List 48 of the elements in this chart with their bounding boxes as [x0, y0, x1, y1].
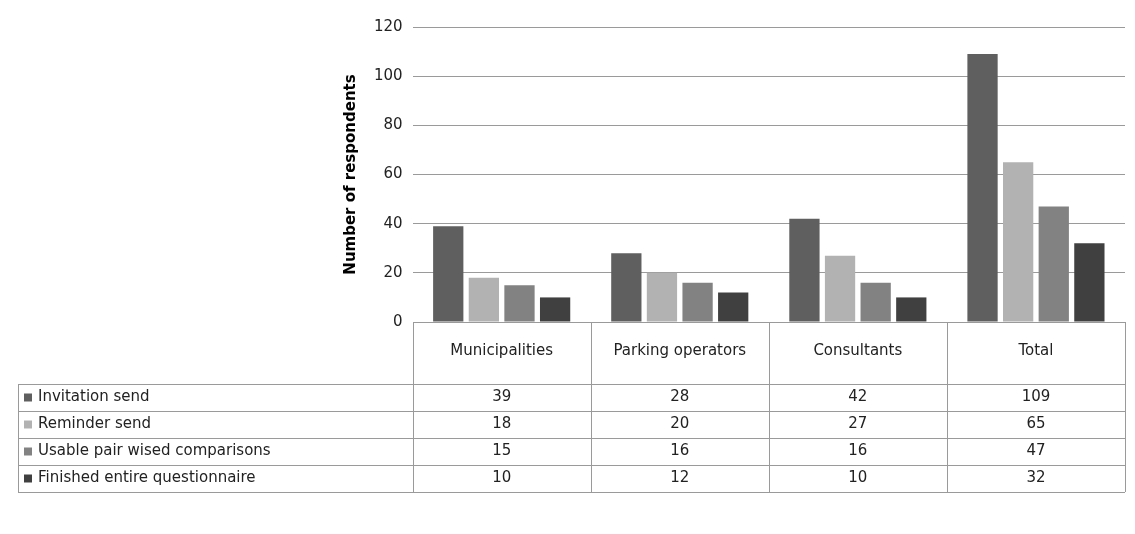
- bar: [539, 297, 571, 322]
- data-label: 15: [492, 441, 512, 460]
- x-tick-label: Municipalities: [450, 340, 554, 359]
- data-label: 16: [848, 441, 868, 460]
- bar: [504, 285, 535, 322]
- y-tick-label: 20: [383, 262, 403, 281]
- legend-label: Usable pair wised comparisons: [38, 441, 271, 460]
- y-axis-title: Number of respondents: [340, 74, 359, 275]
- bar: [682, 282, 713, 322]
- data-label: 18: [492, 414, 512, 433]
- bar: [967, 54, 998, 322]
- x-tick-label: Consultants: [813, 340, 903, 359]
- data-label: 27: [848, 414, 868, 433]
- data-label: 10: [848, 468, 868, 487]
- x-tick-label: Parking operators: [613, 340, 747, 359]
- data-label: 12: [670, 468, 690, 487]
- bar: [824, 255, 856, 322]
- bar: [1074, 243, 1105, 322]
- bar: [1003, 162, 1034, 322]
- bar: [468, 277, 500, 322]
- y-tick-label: 40: [383, 213, 403, 232]
- legend-label: Invitation send: [38, 387, 150, 406]
- bar: [1038, 206, 1069, 322]
- bar: [646, 272, 678, 322]
- data-label: 28: [670, 387, 690, 406]
- data-label: 65: [1026, 414, 1046, 433]
- y-tick-label: 80: [383, 115, 403, 134]
- data-label: 20: [670, 414, 690, 433]
- bar: [718, 292, 749, 322]
- legend-label: Finished entire questionnaire: [38, 468, 256, 487]
- data-label: 39: [492, 387, 512, 406]
- data-label: 32: [1026, 468, 1046, 487]
- bar: [611, 253, 642, 322]
- y-tick-label: 120: [373, 16, 403, 35]
- bar: [789, 218, 820, 322]
- data-label: 16: [670, 441, 690, 460]
- y-tick-label: 0: [393, 311, 403, 330]
- data-label: 10: [492, 468, 512, 487]
- bar: [860, 282, 891, 322]
- y-tick-label: 100: [373, 66, 403, 85]
- x-tick-label: Total: [1017, 340, 1054, 359]
- bar: [896, 297, 927, 322]
- y-tick-label: 60: [383, 164, 403, 183]
- legend-label: Reminder send: [38, 414, 152, 433]
- data-label: 42: [848, 387, 868, 406]
- data-label: 109: [1021, 387, 1051, 406]
- bar: [433, 226, 464, 322]
- data-label: 47: [1026, 441, 1046, 460]
